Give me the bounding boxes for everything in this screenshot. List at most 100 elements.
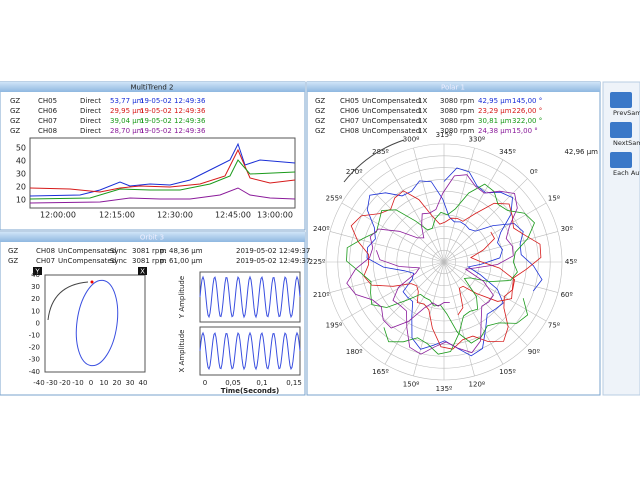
- angle-label: 135º: [436, 385, 453, 393]
- cell: GZ: [315, 127, 325, 135]
- polar-spoke: [443, 261, 504, 365]
- angle-label: 105º: [499, 368, 516, 376]
- cell: 19-05-02 12:49:36: [140, 97, 206, 105]
- y-tick-label: 40: [31, 271, 40, 279]
- y-tick-label: -10: [29, 332, 40, 340]
- axis-label: X: [140, 268, 145, 276]
- angle-label: 345º: [499, 148, 516, 156]
- cell: 23,29 µm: [478, 107, 512, 115]
- angle-label: 60º: [561, 291, 573, 299]
- cell: 24,38 µm: [478, 127, 512, 135]
- title-bar[interactable]: [307, 82, 600, 92]
- cell: 3080 rpm: [440, 117, 474, 125]
- angle-label: 315º: [436, 131, 453, 139]
- cell: GZ: [8, 257, 18, 265]
- cell: 1X: [418, 97, 427, 105]
- plot-area: [199, 271, 301, 323]
- y-tick-label: -20: [29, 344, 40, 352]
- cell: 30,81 µm: [478, 117, 512, 125]
- x-tick-label: 12:00:00: [40, 211, 76, 220]
- cell: GZ: [10, 117, 20, 125]
- scale-label: 42,96 µm: [564, 148, 598, 156]
- cell: Direct: [80, 107, 101, 115]
- x-tick-label: 40: [139, 379, 148, 387]
- cell: 1X: [418, 127, 427, 135]
- polar-spoke: [443, 231, 559, 263]
- x-tick-label: 0,05: [225, 379, 241, 387]
- cell: UnCompensated: [58, 257, 116, 265]
- cell: 145,00 °: [512, 97, 542, 105]
- angle-label: 0º: [530, 168, 538, 176]
- cell: 39,04 µm: [110, 117, 144, 125]
- angle-label: 90º: [528, 348, 540, 356]
- angle-label: 195º: [326, 322, 343, 330]
- cell: 3081 rpm: [132, 247, 166, 255]
- toolbar-button[interactable]: [610, 122, 632, 138]
- cell: GZ: [10, 107, 20, 115]
- title-bar[interactable]: [0, 82, 305, 92]
- cell: UnCompensated: [362, 127, 420, 135]
- cell: UnCompensated: [362, 107, 420, 115]
- polar-spoke: [443, 261, 559, 293]
- cell: 19-05-02 12:49:36: [140, 117, 206, 125]
- cell: 3080 rpm: [440, 97, 474, 105]
- cell: GZ: [10, 127, 20, 135]
- polar-spoke: [329, 231, 445, 263]
- cell: CH07: [36, 257, 55, 265]
- y-tick-label: 30: [16, 170, 26, 179]
- cell: 28,70 µm: [110, 127, 144, 135]
- plot-area: [29, 137, 296, 209]
- angle-label: 75º: [548, 322, 560, 330]
- window-title: Orbit 3: [140, 234, 164, 242]
- toolbar-label: Each Auto: [613, 169, 640, 177]
- angle-label: 45º: [565, 258, 577, 266]
- polar-spoke: [384, 261, 445, 365]
- toolbar-label: NextSample: [613, 139, 640, 147]
- orbit-trace: [75, 279, 119, 367]
- plot-area: [199, 326, 301, 376]
- cell: UnCompensated: [362, 97, 420, 105]
- trace: [29, 148, 296, 193]
- polar-spoke: [443, 261, 547, 322]
- angle-label: 255º: [326, 195, 343, 203]
- cell: CH06: [38, 107, 58, 115]
- x-tick-label: -20: [59, 379, 70, 387]
- polar-trace: [346, 174, 518, 355]
- y-tick-label: -40: [29, 368, 40, 376]
- cell: 1X: [418, 117, 427, 125]
- y-tick-label: 20: [31, 295, 40, 303]
- axis-label: Time(Seconds): [221, 387, 280, 395]
- angle-label: 330º: [469, 135, 486, 143]
- cell: CH06: [340, 107, 360, 115]
- cell: CH08: [340, 127, 359, 135]
- angle-label: 15º: [548, 195, 560, 203]
- cell: CH05: [38, 97, 57, 105]
- polar-spoke: [413, 261, 445, 377]
- orbit-trace: [47, 281, 89, 321]
- toolbar-button[interactable]: [610, 92, 632, 108]
- y-tick-label: -30: [29, 356, 40, 364]
- angle-label: 210º: [313, 291, 330, 299]
- y-tick-label: 40: [16, 157, 26, 166]
- trace: [29, 159, 296, 200]
- waveform: [199, 275, 301, 319]
- cell: UnCompensated: [362, 117, 420, 125]
- x-tick-label: -30: [46, 379, 57, 387]
- cell: p: 61,00 µm: [160, 257, 203, 265]
- cell: Direct: [80, 97, 101, 105]
- title-bar[interactable]: [0, 232, 305, 242]
- axis-label: Y Amplitude: [178, 276, 186, 319]
- polar-spoke: [341, 202, 445, 263]
- cell: CH05: [340, 97, 359, 105]
- axis-label: Y: [34, 268, 40, 276]
- angle-label: 300º: [403, 135, 420, 143]
- toolbar-button[interactable]: [610, 152, 632, 168]
- cell: CH07: [38, 117, 57, 125]
- angle-label: 270º: [346, 168, 363, 176]
- cell: 19-05-02 12:49:36: [140, 107, 206, 115]
- angle-label: 180º: [346, 348, 363, 356]
- angle-label: 120º: [469, 381, 486, 389]
- angle-label: 165º: [372, 368, 389, 376]
- x-tick-label: 0,15: [286, 379, 302, 387]
- cell: Direct: [80, 117, 101, 125]
